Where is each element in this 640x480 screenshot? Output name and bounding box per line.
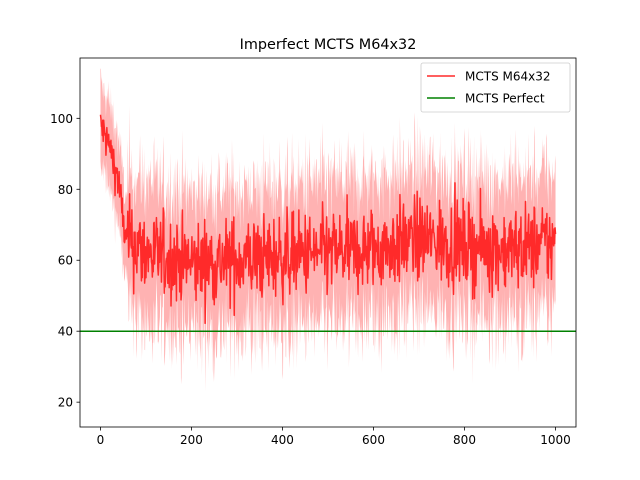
series-line-mcts-m64x32 [99,114,557,325]
series-band-mcts-m64x32 [100,68,556,392]
axes: 0 200 400 600 800 1000 20 40 60 80 100 [50,57,577,447]
y-tick-label: 100 [50,112,73,126]
y-tick-label: 60 [58,254,73,268]
x-tick-label: 800 [453,433,476,447]
y-tick-label: 80 [58,183,73,197]
x-tick-label: 200 [180,433,203,447]
y-tick-label: 40 [58,325,73,339]
legend-box [420,62,571,113]
x-tick-label: 1000 [540,433,571,447]
plot-area [80,68,576,392]
chart-title: Imperfect MCTS M64x32 [240,37,417,53]
x-tick-label: 0 [97,433,105,447]
x-tick-label: 600 [362,433,385,447]
axes-frame [79,57,577,428]
legend-label: MCTS Perfect [465,92,545,106]
y-tick-label: 20 [58,396,73,410]
legend: MCTS M64x32 MCTS Perfect [420,62,571,113]
x-tick-label: 400 [271,433,294,447]
legend-label: MCTS M64x32 [465,70,551,84]
